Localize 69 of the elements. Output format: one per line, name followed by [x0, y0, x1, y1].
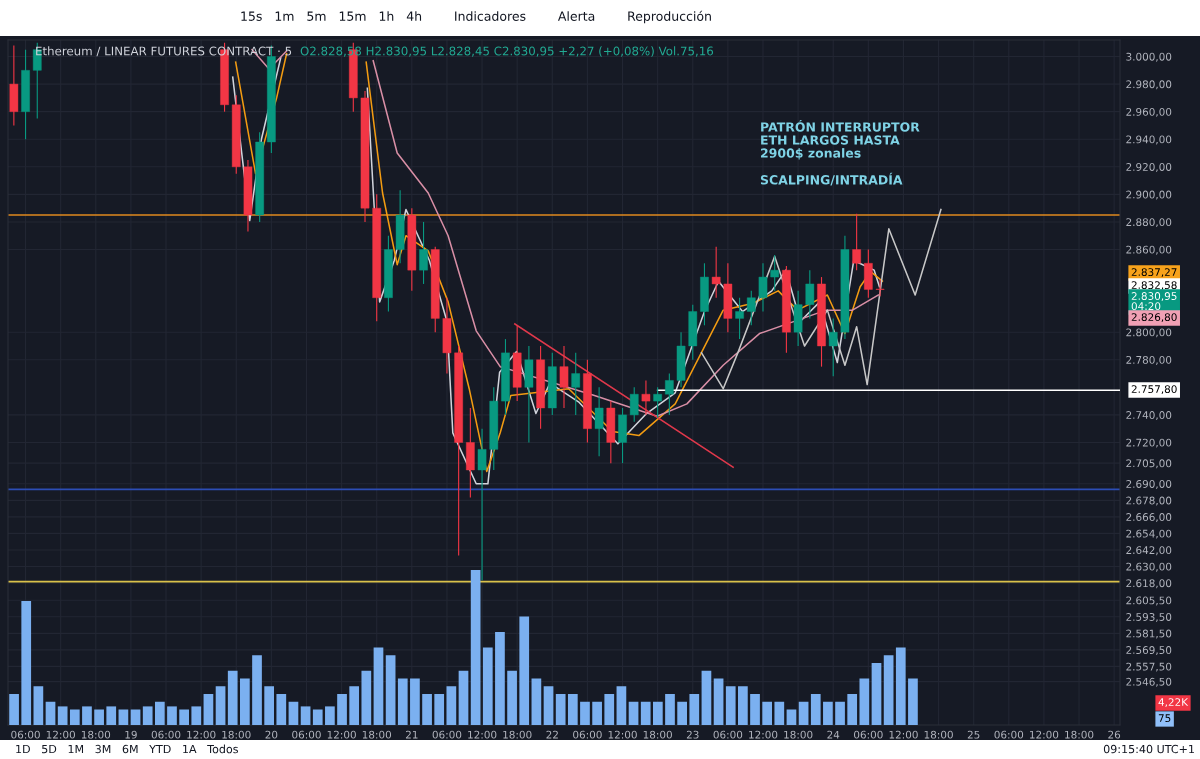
text: 15s 1m 5m 15m 1h 4h Indicadores Alerta Reproducción: [241, 10, 711, 24]
y-tick-label: 2.678,00: [1126, 496, 1172, 506]
text: 2.757,80: [1131, 385, 1177, 395]
text: 75: [1158, 714, 1171, 723]
text: 2.826,80: [1131, 313, 1177, 323]
x-tick-label: 22: [546, 730, 558, 739]
x-tick-label: 26: [1108, 730, 1121, 739]
y-tick-label: 2.557,50: [1126, 662, 1172, 672]
x-tick-label: 06:00: [151, 730, 181, 739]
y-tick-label: 2.569,50: [1126, 646, 1172, 656]
y-tick-label: 2.618,00: [1126, 579, 1172, 589]
y-tick-label: 2.546,50: [1126, 677, 1172, 687]
x-tick-label: 18:00: [643, 730, 672, 739]
y-tick-label: 2.642,00: [1126, 546, 1172, 556]
y-tick-label: 2.960,00: [1126, 107, 1172, 117]
text: 2.830,95 04:20: [1131, 292, 1177, 311]
x-tick-label: 06:00: [994, 730, 1024, 739]
x-tick-label: 12:00: [608, 730, 637, 739]
y-tick-label: 2.920,00: [1126, 163, 1172, 172]
y-tick-label: 2.581,50: [1126, 629, 1172, 639]
x-tick-label: 21: [405, 730, 418, 739]
x-tick-label: 06:00: [854, 730, 883, 739]
text: 2.837,27: [1131, 268, 1177, 278]
x-tick-label: 12:00: [468, 730, 497, 739]
y-tick-label: 3.000,00: [1126, 52, 1172, 62]
y-tick-label: 2.593,50: [1126, 613, 1172, 622]
y-tick-label: 2.720,00: [1126, 438, 1172, 448]
x-tick-label: 18:00: [503, 730, 532, 739]
text: 2.832,58: [1131, 281, 1177, 291]
y-tick-label: 2.666,00: [1126, 513, 1172, 523]
y-tick-label: 2.630,00: [1126, 562, 1172, 572]
x-tick-label: 18:00: [784, 730, 813, 739]
y-tick-label: 2.800,00: [1126, 328, 1172, 338]
x-tick-label: 12:00: [889, 730, 918, 739]
x-tick-label: 12:00: [46, 730, 75, 739]
x-tick-label: 06:00: [432, 730, 462, 739]
x-tick-label: 18:00: [222, 730, 251, 739]
y-tick-label: 2.654,00: [1126, 529, 1172, 539]
x-tick-label: 12:00: [187, 730, 216, 739]
text: 1D 5D 1M 3M 6M YTD 1A Todos: [16, 744, 238, 754]
x-tick-label: 18:00: [81, 730, 111, 739]
x-tick-label: 06:00: [713, 730, 743, 739]
y-tick-label: 2.900,00: [1126, 190, 1172, 200]
x-tick-label: 06:00: [292, 730, 321, 739]
text: 09:15:40 UTC+1: [1103, 744, 1194, 754]
y-tick-label: 2.740,00: [1126, 411, 1172, 421]
x-tick-label: 20: [265, 730, 278, 739]
y-tick-label: 2.705,00: [1126, 459, 1172, 469]
y-tick-label: 2.690,00: [1126, 480, 1172, 489]
y-tick-label: 2.940,00: [1126, 135, 1172, 145]
text: 4,22K: [1158, 698, 1189, 708]
x-tick-label: 12:00: [327, 730, 356, 739]
y-tick-label: 2.980,00: [1126, 80, 1172, 90]
x-tick-label: 25: [967, 730, 980, 739]
x-tick-label: 24: [827, 730, 840, 739]
y-tick-label: 2.860,00: [1126, 245, 1172, 255]
annotation: PATRÓN INTERRUPTOR ETH LARGOS HASTA 2900$ zonales SCALPING/INTRADÍA: [760, 119, 920, 186]
x-tick-label: 12:00: [749, 730, 778, 739]
x-tick-label: 19: [125, 730, 137, 739]
y-tick-label: 2.605,50: [1126, 596, 1172, 606]
x-tick-label: 18:00: [362, 730, 392, 739]
x-tick-label: 12:00: [1030, 730, 1059, 739]
x-tick-label: 23: [686, 730, 699, 739]
x-tick-label: 06:00: [11, 730, 40, 739]
y-tick-label: 2.880,00: [1126, 218, 1172, 228]
x-tick-label: 18:00: [924, 730, 953, 739]
x-tick-label: 06:00: [573, 730, 602, 739]
y-tick-label: 2.780,00: [1126, 355, 1172, 365]
x-tick-label: 18:00: [1065, 730, 1094, 739]
